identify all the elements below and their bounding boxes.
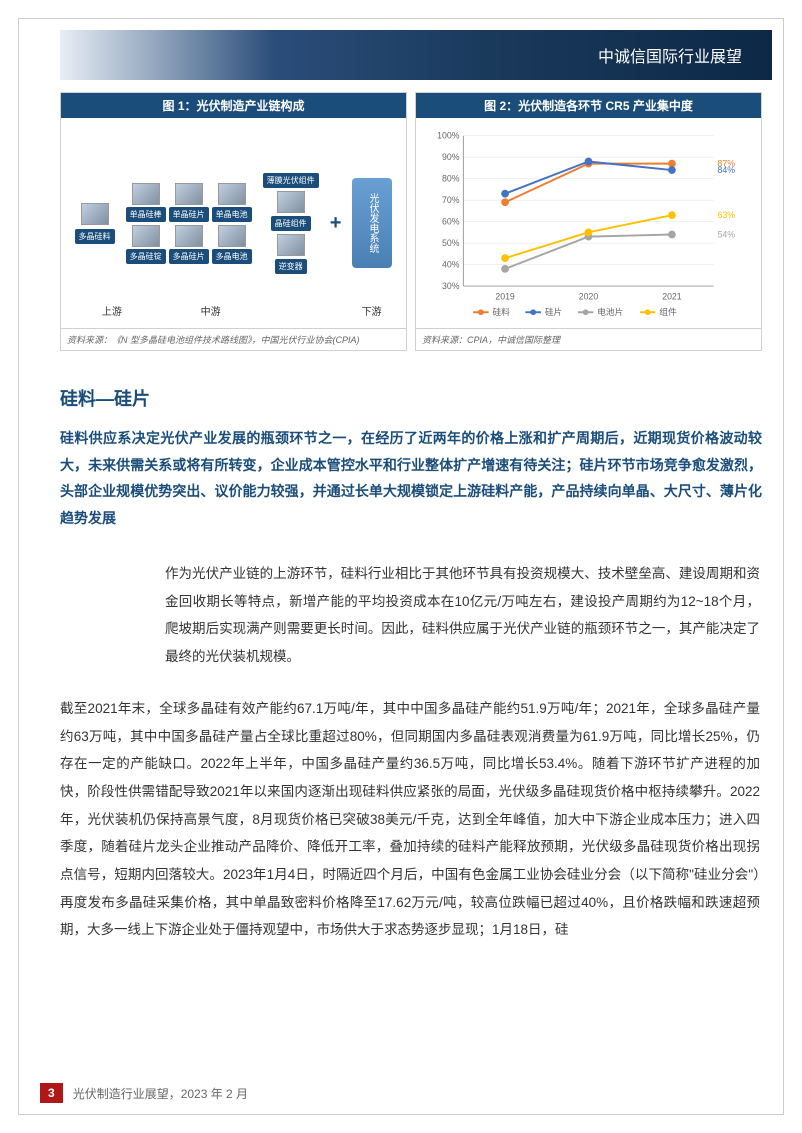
poly-cell-label: 多晶电池 — [212, 249, 252, 264]
section-summary: 硅料供应系决定光伏产业发展的瓶颈环节之一，在经历了近两年的价格上涨和扩产周期后，… — [60, 425, 762, 531]
figure-2-title: 图 2：光伏制造各环节 CR5 产业集中度 — [416, 93, 761, 118]
pv-system-box: 光伏发电系统 — [352, 178, 392, 268]
poly-ingot-label: 多晶硅锭 — [126, 249, 166, 264]
svg-text:硅片: 硅片 — [545, 306, 562, 317]
cr5-chart-svg: 30%40%50%60%70%80%90%100%20192020202187%… — [424, 126, 753, 320]
chain-modules: 薄膜光伏组件 晶硅组件 逆变器 — [263, 173, 319, 274]
figure-1-source: 资料来源：《N 型多晶硅电池组件技术路线图》，中国光伏行业协会(CPIA) — [61, 328, 406, 350]
body-paragraph-2: 截至2021年末，全球多晶硅有效产能约67.1万吨/年，其中中国多晶硅产能约51… — [60, 695, 760, 944]
inverter-label: 逆变器 — [275, 259, 307, 274]
crystal-module-image — [277, 191, 305, 213]
poly-cell-image — [218, 225, 246, 247]
svg-text:60%: 60% — [442, 217, 460, 227]
svg-text:2019: 2019 — [495, 292, 515, 302]
crystal-module-label: 晶硅组件 — [271, 216, 311, 231]
header-band: 中诚信国际行业展望 — [60, 30, 772, 80]
figure-2-content: 30%40%50%60%70%80%90%100%20192020202187%… — [416, 118, 761, 328]
mono-cell-label: 单晶电池 — [212, 207, 252, 222]
chain-midstream-group: 单晶硅棒 单晶硅片 单晶电池 — [126, 183, 252, 264]
upstream-stage-label: 上游 — [102, 303, 122, 318]
figure-2: 图 2：光伏制造各环节 CR5 产业集中度 30% 40% 50% 60% 70% 80%… — [415, 92, 762, 351]
svg-text:90%: 90% — [442, 152, 460, 162]
footer-text: 光伏制造行业展望，2023 年 2 月 — [73, 1085, 248, 1102]
svg-text:30%: 30% — [442, 281, 460, 291]
svg-text:40%: 40% — [442, 259, 460, 269]
footer-page-number: 3 — [40, 1083, 63, 1103]
poly-wafer-label: 多晶硅片 — [169, 249, 209, 264]
poly-ingot-image — [132, 225, 160, 247]
inverter-image — [277, 234, 305, 256]
svg-text:84%: 84% — [718, 165, 736, 175]
mono-cell-image — [218, 183, 246, 205]
svg-text:2021: 2021 — [662, 292, 682, 302]
footer: 3 光伏制造行业展望，2023 年 2 月 — [40, 1083, 248, 1103]
svg-text:80%: 80% — [442, 174, 460, 184]
svg-text:2020: 2020 — [579, 292, 599, 302]
svg-text:54%: 54% — [718, 229, 736, 239]
svg-text:电池片: 电池片 — [597, 306, 623, 317]
poly-si-label: 多晶硅料 — [75, 229, 115, 244]
mono-ingot-label: 单晶硅棒 — [126, 207, 166, 222]
chain-downstream: 光伏发电系统 下游 — [352, 178, 392, 268]
cr5-chart: 30%40%50%60%70%80%90%100%20192020202187%… — [424, 126, 753, 320]
section-heading: 硅料—硅片 — [60, 385, 150, 411]
figure-1: 图 1：光伏制造产业链构成 多晶硅料 上游 单晶硅棒 — [60, 92, 407, 351]
svg-text:组件: 组件 — [659, 306, 677, 317]
plus-icon: + — [330, 212, 342, 235]
body-paragraph-1: 作为光伏产业链的上游环节，硅料行业相比于其他环节具有投资规模大、技术壁垒高、建设… — [165, 560, 760, 671]
poly-wafer-image — [175, 225, 203, 247]
svg-text:100%: 100% — [437, 131, 460, 141]
thin-film-label: 薄膜光伏组件 — [263, 173, 319, 188]
svg-text:50%: 50% — [442, 238, 460, 248]
midstream-stage-label: 中游 — [201, 303, 221, 318]
figure-2-source: 资料来源：CPIA，中诚信国际整理 — [416, 328, 761, 350]
figure-1-content: 多晶硅料 上游 单晶硅棒 单晶硅片 — [61, 118, 406, 328]
mono-wafer-image — [175, 183, 203, 205]
header-title: 中诚信国际行业展望 — [598, 43, 742, 67]
poly-si-image — [81, 203, 109, 225]
chain-upstream: 多晶硅料 上游 — [75, 203, 115, 244]
downstream-stage-label: 下游 — [362, 303, 382, 318]
figure-1-title: 图 1：光伏制造产业链构成 — [61, 93, 406, 118]
svg-text:63%: 63% — [718, 210, 736, 220]
supply-chain-diagram: 多晶硅料 上游 单晶硅棒 单晶硅片 — [69, 126, 398, 320]
mono-wafer-label: 单晶硅片 — [169, 207, 209, 222]
figures-row: 图 1：光伏制造产业链构成 多晶硅料 上游 单晶硅棒 — [60, 92, 762, 351]
svg-text:70%: 70% — [442, 195, 460, 205]
pv-system-label: 光伏发电系统 — [365, 193, 380, 253]
svg-text:硅料: 硅料 — [492, 306, 510, 317]
mono-ingot-image — [132, 183, 160, 205]
